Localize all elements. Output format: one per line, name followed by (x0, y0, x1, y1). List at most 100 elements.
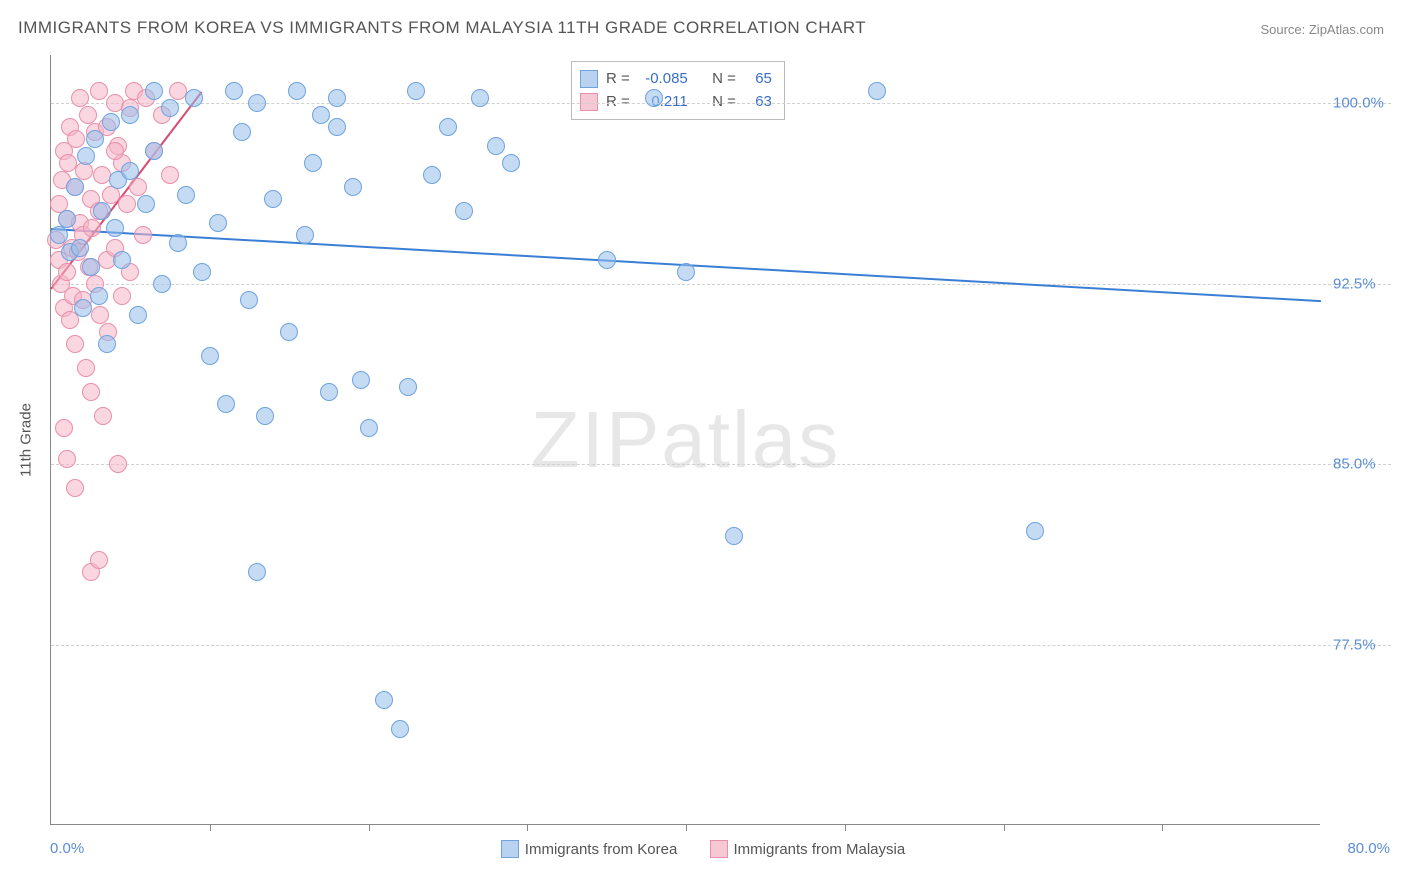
scatter-point-series2 (82, 383, 100, 401)
n-label: N = (712, 68, 736, 91)
y-tick-label: 77.5% (1333, 636, 1376, 653)
scatter-point-series1 (169, 234, 187, 252)
y-axis-title: 11th Grade (18, 403, 35, 477)
scatter-point-series1 (209, 214, 227, 232)
x-tick (1162, 824, 1163, 831)
scatter-point-series2 (66, 479, 84, 497)
n-value: 63 (744, 91, 772, 114)
legend-label-series2: Immigrants from Malaysia (734, 841, 906, 858)
scatter-point-series2 (67, 130, 85, 148)
plot-area: ZIPatlas R =-0.085 N =65R =0.211 N =63 7… (50, 55, 1320, 825)
legend-swatch-series1 (501, 840, 519, 858)
scatter-point-series1 (82, 258, 100, 276)
scatter-point-series1 (304, 154, 322, 172)
scatter-point-series2 (90, 82, 108, 100)
scatter-point-series1 (248, 563, 266, 581)
n-label: N = (712, 91, 736, 114)
scatter-point-series2 (90, 551, 108, 569)
legend-item-series1: Immigrants from Korea (501, 840, 678, 858)
scatter-point-series2 (134, 226, 152, 244)
scatter-point-series1 (201, 347, 219, 365)
scatter-point-series1 (102, 113, 120, 131)
scatter-point-series1 (74, 299, 92, 317)
scatter-point-series2 (91, 306, 109, 324)
scatter-point-series1 (86, 130, 104, 148)
legend-label-series1: Immigrants from Korea (525, 841, 678, 858)
scatter-point-series1 (106, 219, 124, 237)
legend-swatch-series2 (710, 840, 728, 858)
scatter-point-series2 (118, 195, 136, 213)
scatter-point-series1 (280, 323, 298, 341)
watermark-light: atlas (661, 395, 840, 484)
scatter-point-series1 (217, 395, 235, 413)
scatter-point-series1 (352, 371, 370, 389)
watermark: ZIPatlas (531, 394, 840, 486)
stats-swatch (580, 93, 598, 111)
scatter-point-series1 (193, 263, 211, 281)
scatter-point-series1 (868, 82, 886, 100)
scatter-point-series1 (66, 178, 84, 196)
scatter-point-series1 (50, 226, 68, 244)
scatter-point-series1 (328, 118, 346, 136)
scatter-point-series1 (90, 287, 108, 305)
scatter-point-series2 (58, 450, 76, 468)
scatter-point-series1 (312, 106, 330, 124)
scatter-point-series1 (399, 378, 417, 396)
scatter-point-series1 (328, 89, 346, 107)
scatter-point-series1 (598, 251, 616, 269)
scatter-point-series2 (58, 263, 76, 281)
legend-stats-row: R = -0.085 N = 65 (580, 68, 772, 91)
scatter-point-series1 (725, 527, 743, 545)
scatter-point-series1 (233, 123, 251, 141)
scatter-point-series1 (360, 419, 378, 437)
scatter-point-series1 (439, 118, 457, 136)
scatter-point-series2 (109, 455, 127, 473)
scatter-point-series1 (502, 154, 520, 172)
scatter-point-series1 (256, 407, 274, 425)
x-tick (1004, 824, 1005, 831)
scatter-point-series1 (423, 166, 441, 184)
scatter-point-series1 (471, 89, 489, 107)
chart-title: IMMIGRANTS FROM KOREA VS IMMIGRANTS FROM… (18, 18, 866, 38)
scatter-point-series1 (264, 190, 282, 208)
scatter-point-series2 (79, 106, 97, 124)
gridline-h (51, 284, 1391, 285)
scatter-point-series1 (145, 82, 163, 100)
y-tick-label: 100.0% (1333, 95, 1384, 112)
scatter-point-series1 (185, 89, 203, 107)
scatter-point-series1 (296, 226, 314, 244)
watermark-bold: ZIP (531, 395, 661, 484)
legend-stats-box: R =-0.085 N =65R =0.211 N =63 (571, 61, 785, 120)
scatter-point-series1 (288, 82, 306, 100)
scatter-point-series2 (106, 142, 124, 160)
r-label: R = (606, 91, 630, 114)
scatter-point-series1 (375, 691, 393, 709)
stats-swatch (580, 70, 598, 88)
scatter-point-series1 (391, 720, 409, 738)
legend-stats-row: R =0.211 N =63 (580, 91, 772, 114)
scatter-point-series1 (121, 162, 139, 180)
scatter-point-series2 (55, 419, 73, 437)
scatter-point-series1 (161, 99, 179, 117)
source-attribution: Source: ZipAtlas.com (1260, 22, 1384, 37)
scatter-point-series1 (1026, 522, 1044, 540)
scatter-point-series2 (113, 287, 131, 305)
x-tick (210, 824, 211, 831)
scatter-point-series1 (177, 186, 195, 204)
r-value: -0.085 (638, 68, 688, 91)
x-tick (845, 824, 846, 831)
x-tick (369, 824, 370, 831)
scatter-point-series1 (93, 202, 111, 220)
scatter-point-series1 (225, 82, 243, 100)
scatter-point-series2 (66, 335, 84, 353)
scatter-point-series1 (71, 239, 89, 257)
y-tick-label: 92.5% (1333, 275, 1376, 292)
n-value: 65 (744, 68, 772, 91)
scatter-point-series1 (129, 306, 147, 324)
r-label: R = (606, 68, 630, 91)
scatter-point-series2 (77, 359, 95, 377)
scatter-point-series1 (320, 383, 338, 401)
scatter-point-series1 (645, 89, 663, 107)
scatter-point-series1 (153, 275, 171, 293)
scatter-point-series1 (145, 142, 163, 160)
